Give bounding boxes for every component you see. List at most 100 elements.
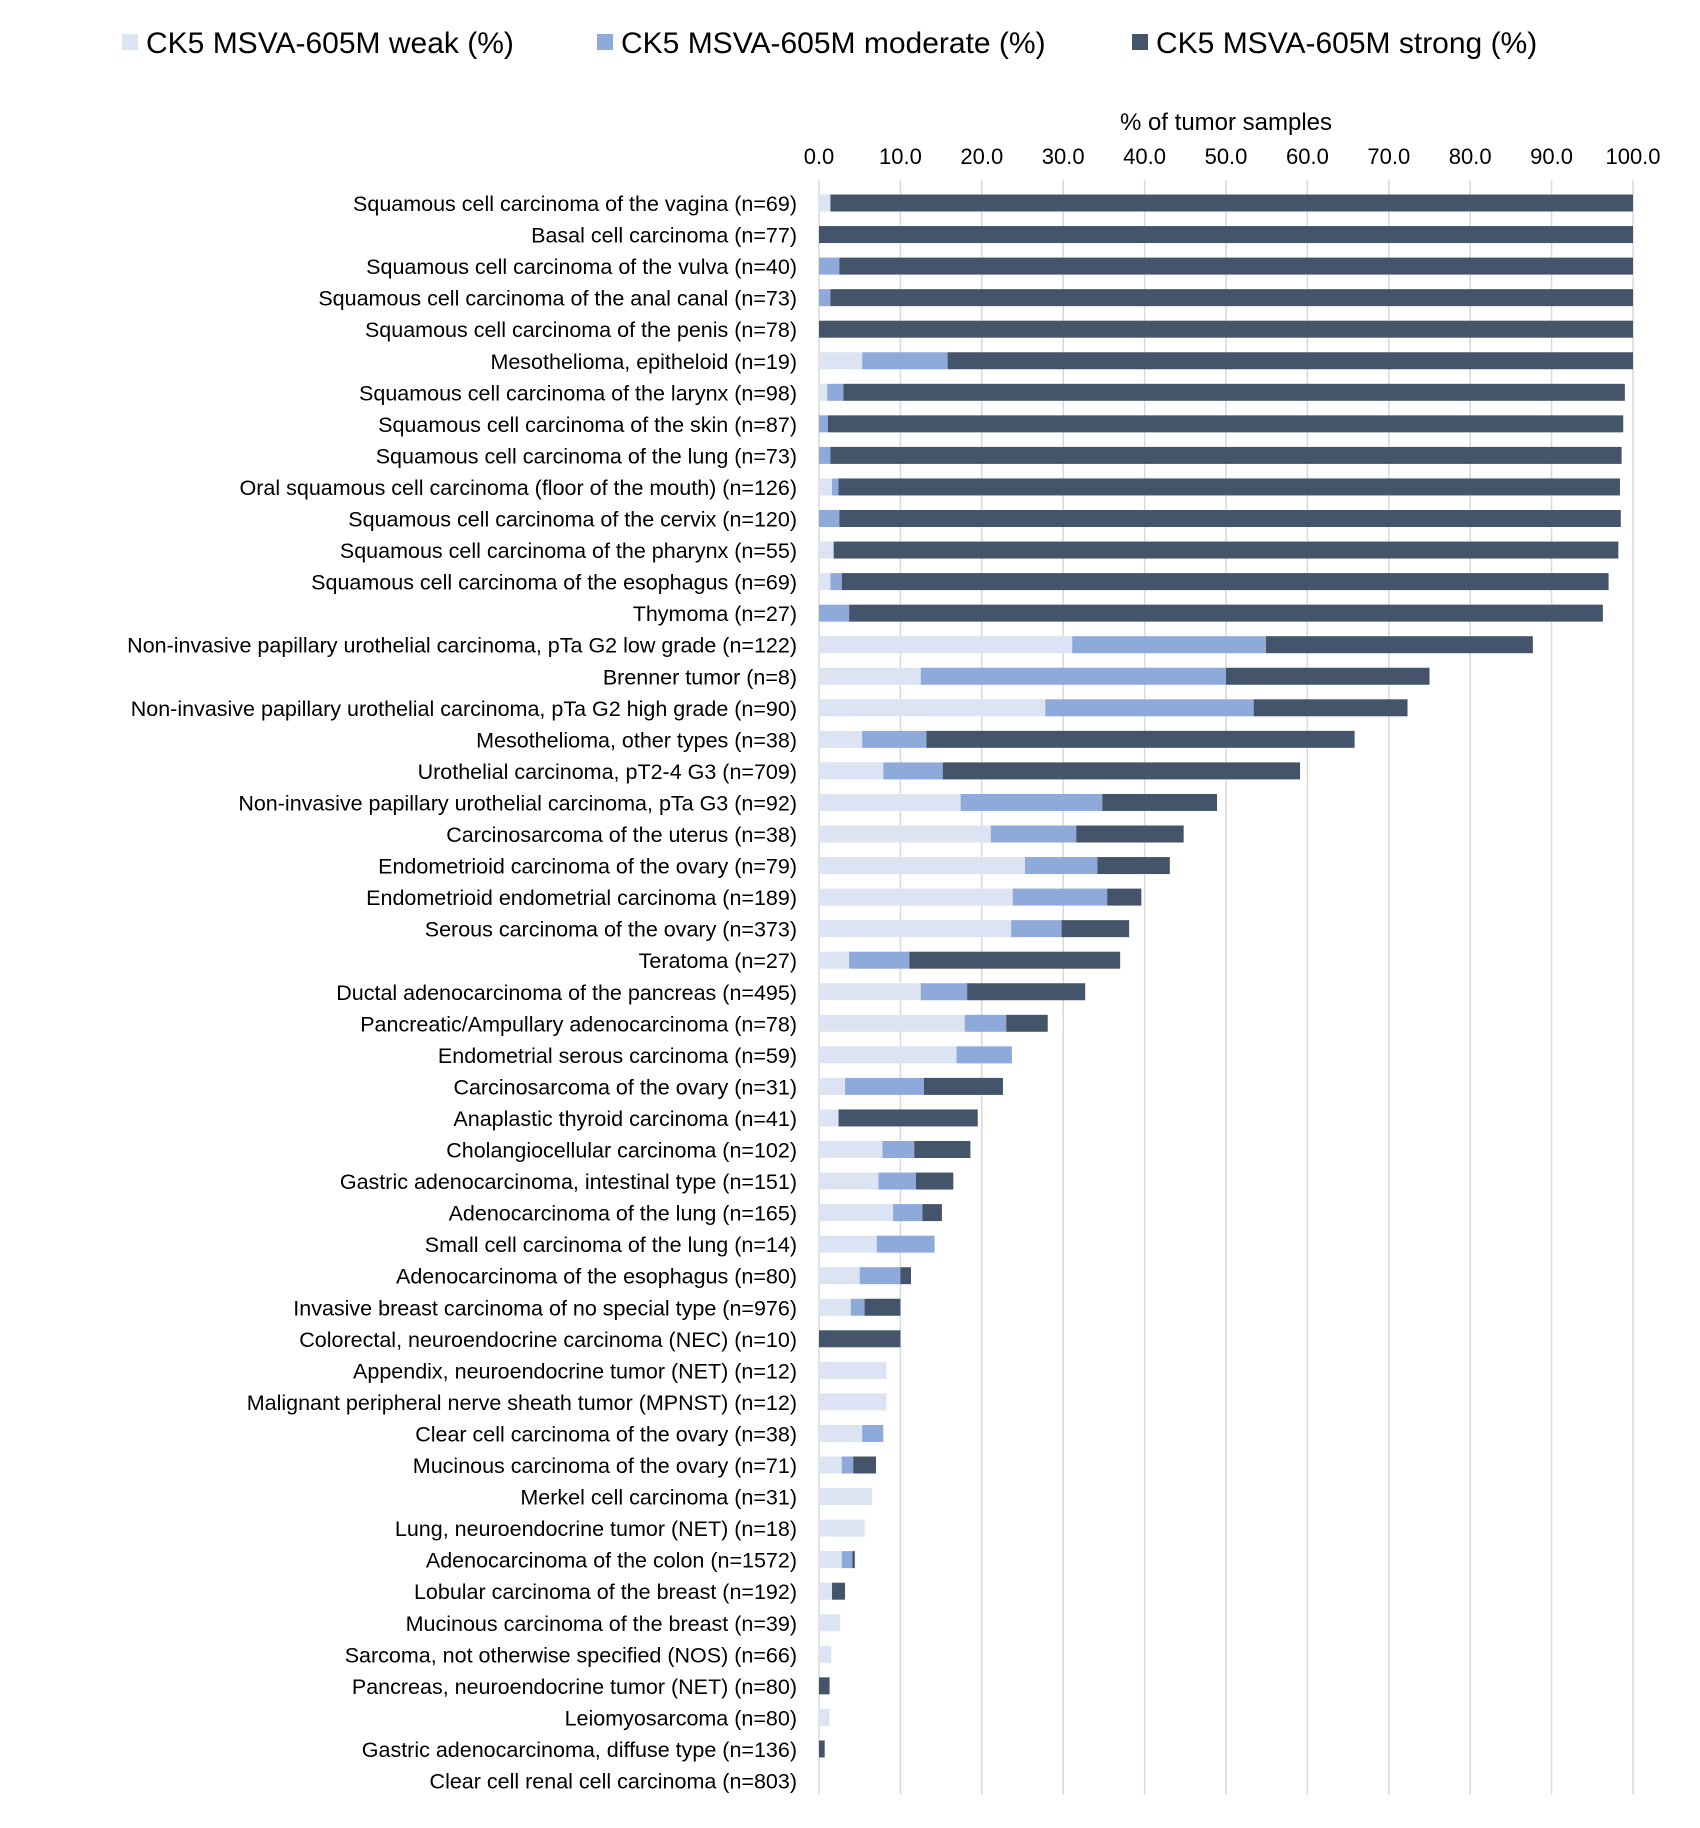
category-label: Carcinosarcoma of the ovary (n=31) xyxy=(453,1075,797,1099)
bar-segment xyxy=(819,857,1025,874)
bar-segment xyxy=(1097,857,1169,874)
bar-segment xyxy=(819,1520,865,1537)
category-label: Colorectal, neuroendocrine carcinoma (NE… xyxy=(299,1328,797,1352)
bar-segment xyxy=(819,1740,825,1757)
bar-segment xyxy=(819,1677,830,1694)
chart-legend: CK5 MSVA-605M weak (%) CK5 MSVA-605M mode… xyxy=(122,27,1537,60)
x-tick-label: 40.0 xyxy=(1123,144,1166,169)
bar-segment xyxy=(819,1299,851,1316)
bar-segment xyxy=(819,1457,842,1474)
legend-item: CK5 MSVA-605M weak (%) xyxy=(122,27,514,60)
bar-segment xyxy=(991,826,1076,843)
bar-segment xyxy=(819,605,849,622)
category-label: Squamous cell carcinoma of the skin (n=8… xyxy=(378,413,797,437)
bar-segment xyxy=(830,289,1633,306)
bar-segment xyxy=(943,762,1300,779)
bar-segment xyxy=(819,289,830,306)
bar-segment xyxy=(865,1299,901,1316)
bar-segment xyxy=(842,1457,853,1474)
bar-segment xyxy=(1045,699,1253,716)
bar-segment xyxy=(828,415,1623,432)
bar-segment xyxy=(839,510,1620,527)
category-label: Lung, neuroendocrine tumor (NET) (n=18) xyxy=(395,1517,797,1541)
category-label: Squamous cell carcinoma of the pharynx (… xyxy=(340,539,797,563)
category-label: Endometrioid carcinoma of the ovary (n=7… xyxy=(378,855,797,879)
bar-segment xyxy=(839,1109,978,1126)
x-tick-label: 70.0 xyxy=(1367,144,1410,169)
bar-segment xyxy=(819,258,839,275)
bar-segment xyxy=(819,510,839,527)
bar-segment xyxy=(839,258,1633,275)
bar-segment xyxy=(922,1204,942,1221)
category-label: Leiomyosarcoma (n=80) xyxy=(565,1706,797,1730)
bar-segment xyxy=(878,1173,915,1190)
bar-segment xyxy=(1226,668,1430,685)
bar-segment xyxy=(819,1173,878,1190)
bar-segment xyxy=(862,352,947,369)
category-label: Small cell carcinoma of the lung (n=14) xyxy=(425,1233,797,1257)
bar-segment xyxy=(1006,1015,1048,1032)
bar-segment xyxy=(819,1583,832,1600)
legend-label: CK5 MSVA-605M moderate (%) xyxy=(621,27,1046,60)
category-label: Mesothelioma, other types (n=38) xyxy=(476,728,797,752)
bar-segment xyxy=(819,542,834,559)
category-label: Anaplastic thyroid carcinoma (n=41) xyxy=(453,1107,797,1131)
bar-segment xyxy=(819,321,1633,338)
category-label: Clear cell carcinoma of the ovary (n=38) xyxy=(415,1422,797,1446)
x-tick-label: 80.0 xyxy=(1449,144,1492,169)
legend-item: CK5 MSVA-605M strong (%) xyxy=(1132,27,1537,60)
category-label: Oral squamous cell carcinoma (floor of t… xyxy=(240,476,797,500)
category-label: Adenocarcinoma of the esophagus (n=80) xyxy=(396,1265,797,1289)
category-label: Mesothelioma, epitheloid (n=19) xyxy=(490,350,797,374)
bar-segment xyxy=(852,1551,854,1568)
bar-segment xyxy=(819,573,830,590)
bar-segment xyxy=(819,668,921,685)
x-tick-label: 100.0 xyxy=(1605,144,1660,169)
bar-segment xyxy=(961,794,1103,811)
bar-segment xyxy=(1102,794,1217,811)
category-label: Non-invasive papillary urothelial carcin… xyxy=(238,791,797,815)
category-label: Brenner tumor (n=8) xyxy=(603,665,797,689)
bar-segment xyxy=(926,731,1354,748)
bar-segment xyxy=(830,573,841,590)
x-tick-label: 30.0 xyxy=(1042,144,1085,169)
category-label: Gastric adenocarcinoma, diffuse type (n=… xyxy=(362,1738,797,1762)
bar-segment xyxy=(914,1141,970,1158)
category-label: Lobular carcinoma of the breast (n=192) xyxy=(414,1580,797,1604)
category-label: Carcinosarcoma of the uterus (n=38) xyxy=(446,823,797,847)
bar-segment xyxy=(819,983,921,1000)
bar-segment xyxy=(893,1204,922,1221)
bar-segment xyxy=(900,1267,911,1284)
category-label: Non-invasive papillary urothelial carcin… xyxy=(131,697,797,721)
category-label: Teratoma (n=27) xyxy=(639,949,797,973)
legend-swatch xyxy=(597,34,613,50)
bar-segment xyxy=(819,1551,842,1568)
bar-segment xyxy=(819,1078,845,1095)
category-label: Squamous cell carcinoma of the penis (n=… xyxy=(365,318,797,342)
bar-segment xyxy=(819,1488,872,1505)
x-tick-label: 50.0 xyxy=(1205,144,1248,169)
bar-segment xyxy=(877,1236,935,1253)
bar-segment xyxy=(965,1015,1007,1032)
bar-segment xyxy=(916,1173,953,1190)
category-label: Squamous cell carcinoma of the larynx (n… xyxy=(359,381,797,405)
bar-segment xyxy=(832,1583,845,1600)
bar-segment xyxy=(819,1141,882,1158)
bar-segment xyxy=(921,983,967,1000)
category-label: Appendix, neuroendocrine tumor (NET) (n=… xyxy=(353,1359,797,1383)
bar-segment xyxy=(1025,857,1097,874)
bar-segment xyxy=(860,1267,901,1284)
x-axis-ticks: 0.0 10.0 20.0 30.0 40.0 50.0 60.0 70.0 80.0 90.0 1… xyxy=(804,144,1661,169)
bar-segment xyxy=(819,889,1013,906)
bar-segment xyxy=(909,952,1120,969)
bar-segment xyxy=(819,478,832,495)
bar-segment xyxy=(819,1267,860,1284)
legend-swatch xyxy=(1132,34,1148,50)
category-label: Cholangiocellular carcinoma (n=102) xyxy=(446,1139,797,1163)
category-label: Urothelial carcinoma, pT2-4 G3 (n=709) xyxy=(418,760,797,784)
category-label: Squamous cell carcinoma of the esophagus… xyxy=(311,571,797,595)
bar-segment xyxy=(819,1204,893,1221)
category-label: Squamous cell carcinoma of the lung (n=7… xyxy=(376,444,797,468)
bar-segment xyxy=(819,826,991,843)
bar-segment xyxy=(921,668,1226,685)
